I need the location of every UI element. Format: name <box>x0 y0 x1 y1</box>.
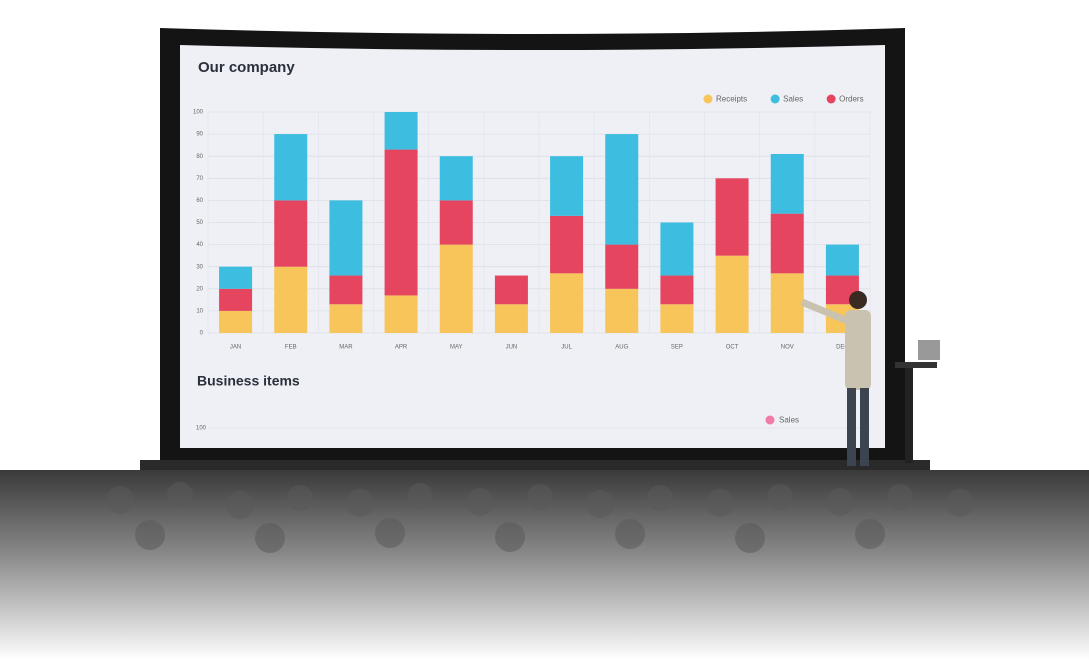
bar-segment <box>605 134 639 245</box>
bar-segment <box>439 244 473 333</box>
x-tick-label: JUL <box>561 345 572 351</box>
bar-segment <box>219 310 253 333</box>
legend-marker <box>770 94 780 104</box>
x-tick-label: MAY <box>450 345 463 351</box>
legend-marker <box>765 415 775 425</box>
bar-segment <box>274 200 308 267</box>
chart-title: Our company <box>198 59 295 76</box>
bar-segment <box>494 275 528 305</box>
legend-marker <box>703 94 713 104</box>
x-tick-label: FEB <box>285 345 297 351</box>
y-tick-label: 10 <box>196 308 203 314</box>
bar-segment <box>660 304 694 333</box>
y-tick-label: 30 <box>196 264 203 270</box>
x-tick-label: DEC <box>836 345 849 351</box>
bar-segment <box>329 275 363 305</box>
y-tick-label: 40 <box>196 242 203 248</box>
legend-label: Orders <box>839 95 863 104</box>
x-tick-label: SEP <box>671 345 683 351</box>
bar-segment <box>770 273 804 333</box>
bar-segment <box>494 304 528 333</box>
bar-segment <box>384 112 418 150</box>
y-tick-label: 60 <box>196 198 203 204</box>
chart-title: Business items <box>197 373 300 389</box>
bar-segment <box>219 288 253 311</box>
bar-segment <box>770 213 804 274</box>
bar-segment <box>384 295 418 333</box>
bar-segment <box>660 222 694 276</box>
x-tick-label: JAN <box>230 345 241 351</box>
y-tick-label: 20 <box>196 286 203 292</box>
bar-segment <box>439 200 473 245</box>
legend-marker <box>826 94 836 104</box>
x-tick-label: AUG <box>615 345 628 351</box>
bar-segment <box>550 273 584 333</box>
y-tick-label: 90 <box>196 132 203 138</box>
audience-heads <box>106 482 974 553</box>
y-tick-label: 50 <box>196 220 203 226</box>
bar-segment <box>329 200 363 276</box>
bar-segment <box>274 266 308 333</box>
y-tick-label: 80 <box>196 154 203 160</box>
bar-segment <box>605 244 639 289</box>
x-tick-label: OCT <box>726 345 739 351</box>
screen <box>180 45 885 448</box>
bar-segment <box>825 244 859 276</box>
y-tick-label: 0 <box>200 331 204 337</box>
bar-segment <box>715 255 749 333</box>
legend-label: Sales <box>783 95 803 104</box>
bar-segment <box>770 153 804 214</box>
x-tick-label: MAR <box>339 345 353 351</box>
bar-segment <box>384 149 418 296</box>
bar-segment <box>439 156 473 201</box>
y-tick-label: 100 <box>196 426 207 432</box>
y-tick-label: 70 <box>196 176 203 182</box>
bar-segment <box>550 156 584 216</box>
bar-segment <box>219 266 253 289</box>
x-tick-label: APR <box>395 345 408 351</box>
legend-label: Sales <box>779 416 799 425</box>
legend-label: Receipts <box>716 95 747 104</box>
y-tick-label: 100 <box>193 110 204 116</box>
bar-segment <box>715 178 749 256</box>
bar-segment <box>660 275 694 305</box>
x-tick-label: NOV <box>781 345 794 351</box>
bar-segment <box>329 304 363 333</box>
bar-segment <box>274 134 308 201</box>
bar-segment <box>605 288 639 333</box>
bar-segment <box>550 215 584 274</box>
x-tick-label: JUN <box>506 345 518 351</box>
presenter <box>800 291 940 466</box>
